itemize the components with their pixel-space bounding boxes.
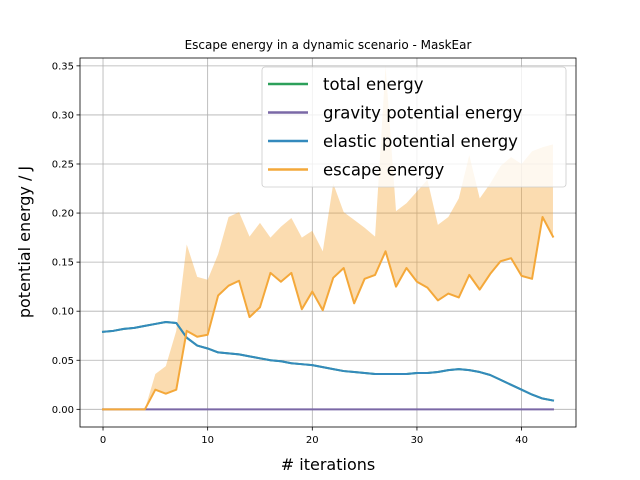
x-tick-label: 30 [411,435,424,446]
axis-ticks: 0 10 20 30 40 0.00 0.05 0.10 0.15 0.20 0.25 0.30 0.3… [52,61,528,446]
chart-title: Escape energy in a dynamic scenario - Ma… [185,38,472,52]
y-tick-label: 0.15 [52,258,74,269]
legend-label-total-energy: total energy [323,75,424,94]
y-axis-label: potential energy / J [15,166,34,318]
escape-energy-line [102,215,555,411]
x-tick-label: 10 [201,435,214,446]
elastic-potential-energy-line [101,320,555,402]
x-tick-label: 20 [306,435,319,446]
y-tick-label: 0.20 [52,209,74,220]
y-tick-label: 0.35 [52,61,74,72]
y-tick-label: 0.30 [52,110,74,121]
x-axis-label: # iterations [281,455,375,474]
legend: total energy gravity potential energy elas… [261,66,567,188]
legend-label-elastic-potential-energy: elastic potential energy [323,132,518,151]
y-tick-label: 0.05 [52,356,74,367]
x-tick-label: 0 [100,435,106,446]
legend-label-escape-energy: escape energy [323,161,445,180]
legend-box [261,66,567,188]
y-tick-label: 0.10 [52,307,74,318]
y-tick-label: 0.00 [52,405,74,416]
legend-label-gravity-potential-energy: gravity potential energy [323,104,523,123]
escape-energy-band [103,65,553,410]
plot-frame [79,57,577,428]
x-tick-label: 40 [515,435,528,446]
y-tick-label: 0.25 [52,159,74,170]
series-lines [101,215,555,411]
confidence-band-layer [103,65,553,410]
